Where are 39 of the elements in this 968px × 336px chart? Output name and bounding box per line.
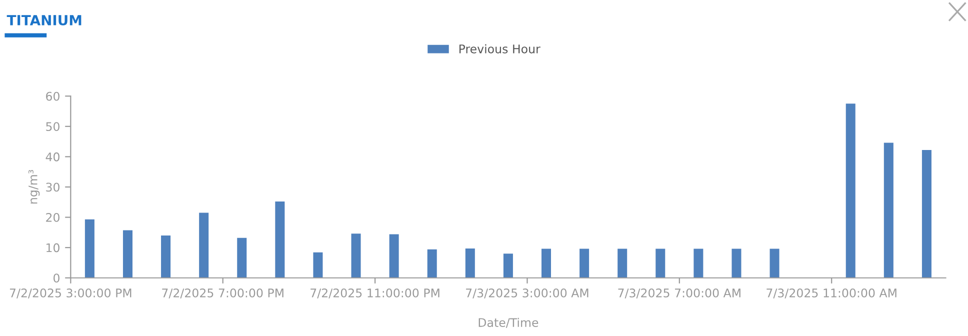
bar (237, 238, 247, 278)
legend-label: Previous Hour (459, 44, 540, 54)
bar (503, 254, 513, 278)
bar (541, 248, 551, 278)
x-tick-label: 7/2/2025 11:00:00 PM (310, 288, 440, 298)
x-axis-title: Date/Time (478, 318, 538, 328)
bar (389, 234, 399, 278)
y-tick-label: 10 (46, 243, 60, 252)
bar (656, 248, 666, 278)
y-tick-label: 60 (46, 92, 60, 101)
x-tick-label: 7/3/2025 3:00:00 AM (466, 288, 588, 298)
x-tick-label: 7/3/2025 7:00:00 AM (618, 288, 740, 298)
bar (275, 202, 285, 278)
chart-title: TITANIUM (6, 15, 82, 26)
bar (161, 235, 171, 278)
bar (465, 248, 475, 278)
bar (694, 248, 704, 278)
bar (122, 230, 132, 278)
bar (770, 248, 780, 278)
y-tick-label: 50 (46, 122, 60, 132)
bar (313, 252, 323, 278)
y-tick-label: 30 (46, 182, 60, 192)
bar (618, 248, 628, 278)
bar (922, 150, 932, 278)
bar (846, 104, 856, 278)
bar (427, 249, 437, 278)
y-tick-label: 20 (46, 213, 60, 222)
y-tick-label: 40 (46, 152, 60, 162)
bar (732, 248, 742, 278)
x-tick-label: 7/3/2025 11:00:00 AM (766, 288, 896, 298)
x-tick-label: 7/2/2025 7:00:00 PM (162, 288, 284, 298)
y-axis-title: ng/m³ (28, 170, 40, 204)
bar (580, 248, 590, 278)
bar (351, 234, 361, 278)
x-tick-label: 7/2/2025 3:00:00 PM (10, 288, 132, 298)
y-tick-label: 0 (54, 274, 60, 283)
bar (884, 142, 894, 278)
bar (84, 219, 94, 278)
bar (199, 212, 209, 278)
